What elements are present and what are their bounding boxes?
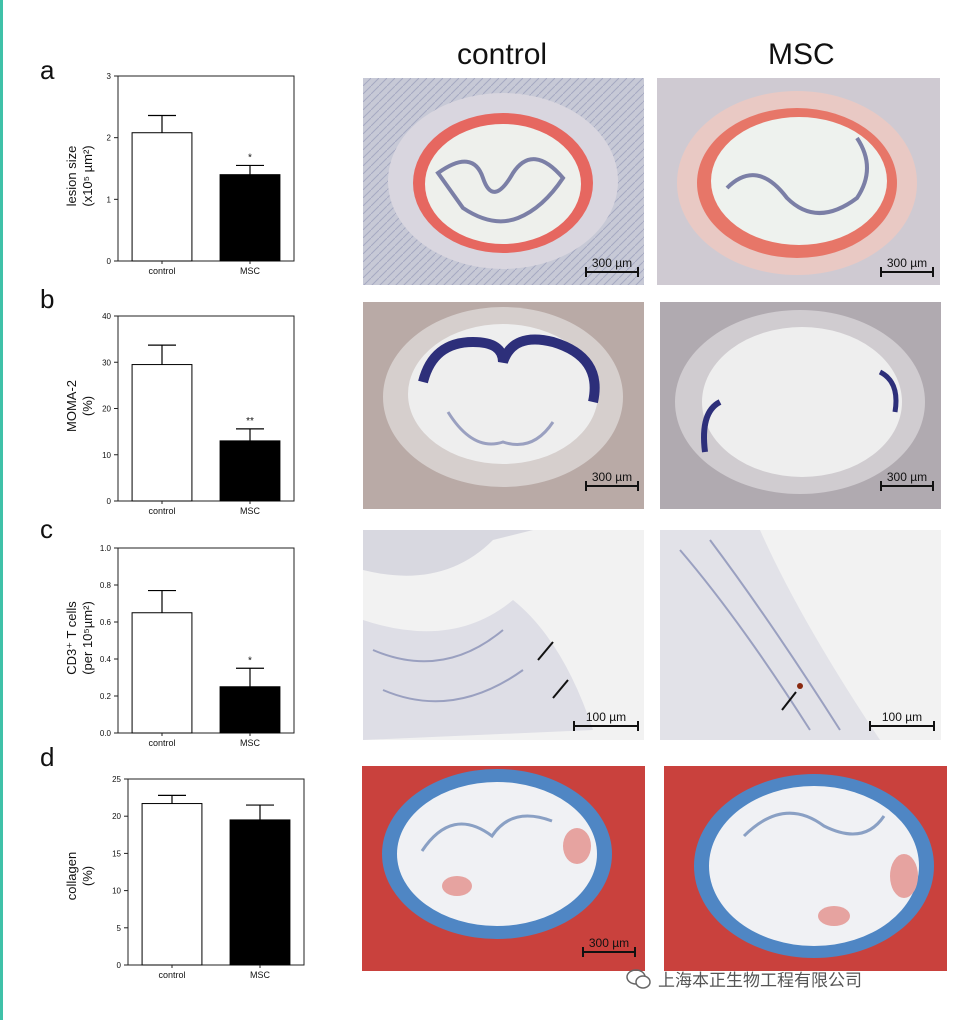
panel-letter-a: a	[40, 55, 55, 85]
column-title-control: control	[457, 38, 548, 71]
y-tick-label: 20	[112, 812, 121, 821]
x-tick-label-control: control	[148, 506, 175, 516]
y-tick-label: 1.0	[100, 544, 112, 553]
significance-msc: *	[248, 152, 252, 163]
scalebar-control-b: 300 µm	[585, 470, 639, 491]
y-tick-label: 0.0	[100, 729, 112, 738]
significance-msc: *	[248, 655, 252, 666]
bar-msc	[219, 440, 281, 502]
scalebar-msc-b: 300 µm	[880, 470, 934, 491]
bar-control	[131, 132, 193, 262]
y-tick-label: 10	[112, 887, 121, 896]
y-tick-label: 0.8	[100, 581, 112, 590]
scalebar-control-d-label: 300 µm	[588, 936, 630, 950]
msc-oil-red-o-image	[657, 78, 940, 285]
scalebar-msc-c-label: 100 µm	[881, 710, 923, 724]
y-tick-label: 2	[107, 134, 112, 143]
y-tick-label: 0.2	[100, 692, 112, 701]
ylabel-b: MOMA-2 (%)	[64, 346, 96, 466]
bar-control	[141, 803, 203, 966]
scalebar-control-a: 300 µm	[585, 256, 639, 277]
scalebar-control-b-label: 300 µm	[591, 470, 633, 484]
watermark: 上海本正生物工程有限公司	[626, 966, 862, 991]
y-tick-label: 40	[102, 312, 111, 321]
bar-chart-c: 0.0 0.2 0.4 0.6 0.8 1.0 control * MSC	[100, 544, 295, 748]
watermark-text: 上海本正生物工程有限公司	[658, 971, 862, 990]
msc-cd3-image	[660, 530, 941, 740]
ylabel-a: lesion size (x10⁵ µm²)	[64, 116, 96, 236]
y-tick-label: 20	[102, 405, 111, 414]
significance-msc: **	[246, 416, 254, 427]
bar-control	[131, 612, 193, 734]
y-tick-label: 0.4	[100, 655, 112, 664]
scalebar-control-c: 100 µm	[573, 710, 639, 731]
bar-chart-a: 0 1 2 3 control * MSC	[107, 72, 295, 276]
y-tick-label: 0.6	[100, 618, 112, 627]
ylabel-b-line1: MOMA-2	[64, 380, 79, 432]
ylabel-d: collagen (%)	[64, 816, 96, 936]
scalebar-control-a-label: 300 µm	[591, 256, 633, 270]
plot-frame	[117, 547, 295, 734]
plot-frame	[127, 778, 305, 966]
scalebar-msc-b-label: 300 µm	[886, 470, 928, 484]
control-oil-red-o-image	[363, 78, 644, 285]
ylabel-b-line2: (%)	[80, 395, 95, 417]
ylabel-d-line2: (%)	[80, 865, 95, 887]
x-tick-label-control: control	[148, 738, 175, 748]
ylabel-c: CD3⁺ T cells (per 10⁵µm²)	[64, 578, 96, 698]
scalebar-control-c-label: 100 µm	[585, 710, 627, 724]
x-tick-label-msc: MSC	[240, 738, 261, 748]
panel-letter-b: b	[40, 284, 55, 314]
bar-control	[131, 364, 193, 502]
x-tick-label-msc: MSC	[240, 266, 261, 276]
left-edge-bar	[0, 0, 3, 1020]
x-tick-label-control: control	[148, 266, 175, 276]
bar-msc	[219, 174, 281, 262]
x-tick-label-msc: MSC	[250, 970, 271, 980]
x-tick-label-msc: MSC	[240, 506, 261, 516]
y-tick-label: 3	[107, 72, 112, 81]
scalebar-msc-c: 100 µm	[869, 710, 935, 731]
scalebar-msc-a: 300 µm	[880, 256, 934, 277]
plot-frame	[117, 75, 295, 262]
column-title-msc: MSC	[768, 38, 835, 71]
msc-moma2-image	[660, 302, 941, 509]
bar-chart-d: 0 5 10 15 20 25 control MSC	[112, 775, 305, 980]
panel-letter-d: d	[40, 742, 55, 772]
control-trichrome-image	[362, 766, 645, 971]
ylabel-a-line2: (x10⁵ µm²)	[80, 145, 95, 207]
y-tick-label: 0	[107, 497, 112, 506]
ylabel-c-line1: CD3⁺ T cells	[64, 601, 79, 675]
control-moma2-image	[363, 302, 644, 509]
y-tick-label: 1	[107, 195, 112, 204]
y-tick-label: 0	[117, 961, 122, 970]
y-tick-label: 30	[102, 358, 111, 367]
ylabel-c-line2: (per 10⁵µm²)	[80, 601, 95, 675]
bar-chart-b: 0 10 20 30 40 control ** MSC	[102, 312, 295, 516]
wechat-icon	[626, 968, 651, 989]
x-tick-label-control: control	[158, 970, 185, 980]
scalebar-msc-a-label: 300 µm	[886, 256, 928, 270]
msc-trichrome-image	[664, 766, 947, 971]
y-tick-label: 5	[117, 924, 122, 933]
y-tick-label: 10	[102, 451, 111, 460]
y-tick-label: 15	[112, 849, 121, 858]
panel-letter-c: c	[40, 514, 53, 544]
scalebar-control-d: 300 µm	[582, 936, 636, 957]
bar-msc	[229, 819, 291, 966]
ylabel-d-line1: collagen	[64, 851, 79, 901]
y-tick-label: 0	[107, 257, 112, 266]
ylabel-a-line1: lesion size	[64, 145, 79, 207]
control-cd3-image	[363, 530, 644, 740]
y-tick-label: 25	[112, 775, 121, 784]
bar-msc	[219, 686, 281, 734]
